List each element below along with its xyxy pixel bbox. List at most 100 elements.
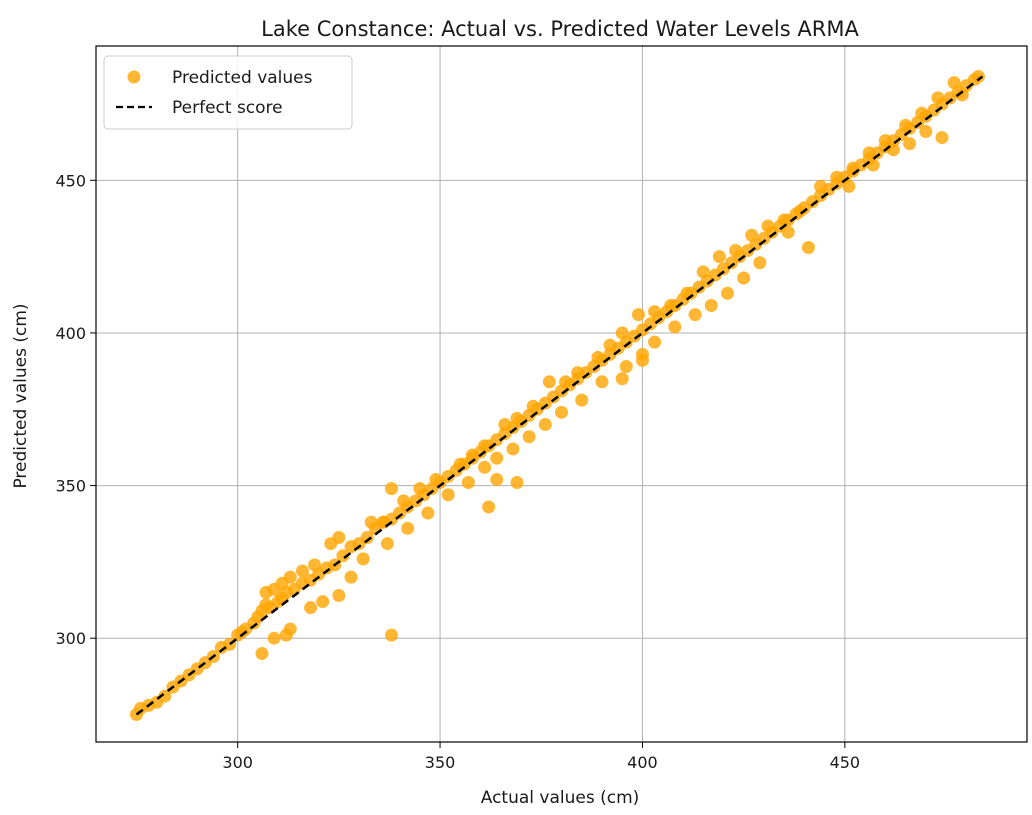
data-point	[490, 451, 504, 465]
data-point	[866, 158, 880, 172]
x-axis-label: Actual values (cm)	[481, 788, 640, 808]
data-point	[899, 118, 913, 132]
data-point	[903, 137, 917, 151]
data-point	[510, 476, 524, 490]
y-tick-label: 350	[55, 477, 86, 496]
data-point	[668, 320, 682, 334]
data-point	[522, 430, 536, 444]
legend-marker-predicted-values	[127, 70, 141, 84]
data-point	[631, 308, 645, 322]
data-point	[506, 442, 520, 456]
data-point	[712, 250, 726, 264]
y-tick-label: 400	[55, 324, 86, 343]
data-point	[295, 564, 309, 578]
data-point	[344, 570, 358, 584]
data-point	[571, 366, 585, 380]
data-point	[801, 240, 815, 254]
data-point	[465, 448, 479, 462]
data-point	[595, 375, 609, 389]
data-point	[255, 646, 269, 660]
data-point	[397, 494, 411, 508]
legend-label-perfect-score: Perfect score	[172, 98, 283, 118]
data-point	[814, 179, 828, 193]
x-tick-label: 350	[425, 753, 456, 772]
data-point	[555, 405, 568, 419]
data-point	[336, 549, 350, 563]
data-point	[429, 472, 443, 486]
data-point	[955, 88, 969, 102]
data-point	[360, 530, 374, 544]
data-point	[461, 476, 475, 490]
data-point	[664, 298, 678, 312]
data-point	[619, 360, 633, 374]
data-point	[441, 488, 455, 502]
data-point	[737, 271, 751, 285]
data-point	[793, 204, 807, 218]
data-point	[915, 106, 929, 120]
y-axis-ticks: 300 350 400 450	[55, 171, 96, 648]
data-point	[720, 286, 734, 300]
data-point	[526, 399, 540, 413]
data-point	[947, 76, 961, 90]
data-point	[332, 530, 346, 544]
data-point	[356, 552, 370, 566]
data-point	[777, 213, 791, 227]
data-point	[304, 601, 318, 615]
data-point	[704, 298, 718, 312]
data-point	[384, 482, 398, 496]
y-tick-label: 450	[55, 171, 86, 190]
x-tick-label: 400	[627, 753, 658, 772]
legend-box	[103, 55, 353, 130]
data-point	[401, 521, 415, 535]
data-point	[830, 170, 844, 184]
data-point	[729, 244, 743, 258]
data-point	[931, 91, 945, 105]
data-point	[482, 500, 496, 514]
data-point	[490, 472, 504, 486]
data-point	[935, 131, 949, 145]
data-point	[478, 460, 492, 474]
legend-label-predicted-values: Predicted values	[172, 68, 313, 88]
data-point	[308, 558, 322, 572]
plot-area	[95, 45, 1028, 743]
data-point	[421, 506, 435, 520]
grid-layer	[96, 46, 1027, 742]
data-point	[498, 418, 512, 432]
data-point	[413, 482, 427, 496]
data-point	[364, 515, 378, 529]
x-tick-label: 450	[830, 753, 861, 772]
data-point	[332, 588, 346, 602]
data-point	[842, 179, 856, 193]
data-point	[603, 338, 617, 352]
data-point	[878, 134, 892, 148]
data-point	[862, 146, 876, 160]
y-axis-label: Predicted values (cm)	[11, 303, 31, 488]
data-point	[376, 515, 390, 529]
data-point	[384, 628, 398, 642]
data-point	[688, 308, 702, 322]
y-tick-label: 300	[55, 629, 86, 648]
legend: Predicted values Perfect score	[103, 55, 353, 130]
data-point	[538, 418, 552, 432]
data-point	[745, 228, 759, 242]
data-point	[283, 570, 297, 584]
data-point	[158, 689, 172, 703]
data-point	[267, 631, 281, 645]
data-point	[781, 225, 795, 239]
data-point	[648, 305, 662, 319]
data-point	[380, 537, 394, 551]
data-point	[478, 439, 492, 453]
series-layer	[129, 70, 985, 722]
data-point	[761, 219, 775, 233]
axes-frame	[95, 45, 1028, 743]
data-point	[886, 143, 900, 157]
data-point	[575, 393, 589, 407]
data-point	[542, 375, 556, 389]
chart-title: Lake Constance: Actual vs. Predicted Wat…	[261, 17, 859, 41]
data-point	[559, 375, 573, 389]
data-point	[283, 622, 297, 636]
x-axis-ticks: 300 350 400 450	[222, 742, 860, 772]
data-point	[753, 256, 767, 270]
